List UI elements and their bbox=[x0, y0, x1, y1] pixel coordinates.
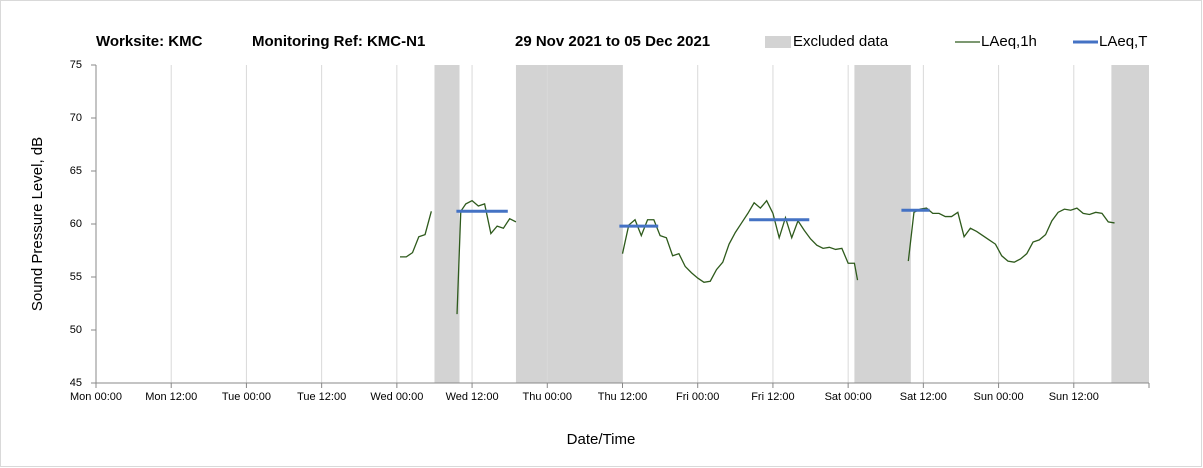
x-tick-label: Fri 12:00 bbox=[751, 391, 794, 403]
y-tick-label: 60 bbox=[70, 218, 82, 230]
legend-label: LAeq,1h bbox=[981, 33, 1037, 50]
y-tick-label: 75 bbox=[70, 59, 82, 71]
legend-swatch bbox=[765, 36, 791, 48]
title-part: Monitoring Ref: KMC-N1 bbox=[252, 33, 425, 50]
y-tick-label: 55 bbox=[70, 271, 82, 283]
legend-label: Excluded data bbox=[793, 33, 889, 50]
x-tick-label: Wed 12:00 bbox=[446, 391, 499, 403]
excluded-band bbox=[515, 65, 623, 383]
x-tick-label: Mon 12:00 bbox=[145, 391, 197, 403]
x-tick-label: Tue 00:00 bbox=[222, 391, 271, 403]
y-axis-label: Sound Pressure Level, dB bbox=[29, 137, 46, 311]
excluded-band bbox=[1111, 65, 1149, 383]
excluded-band bbox=[434, 65, 460, 383]
x-tick-label: Sat 12:00 bbox=[900, 391, 947, 403]
x-tick-label: Sun 00:00 bbox=[973, 391, 1023, 403]
x-axis-label: Date/Time bbox=[567, 431, 636, 448]
x-tick-label: Thu 00:00 bbox=[523, 391, 573, 403]
x-tick-label: Fri 00:00 bbox=[676, 391, 719, 403]
excluded-band bbox=[854, 65, 911, 383]
title-part: 29 Nov 2021 to 05 Dec 2021 bbox=[515, 33, 710, 50]
x-tick-label: Sun 12:00 bbox=[1049, 391, 1099, 403]
data-line bbox=[399, 199, 1115, 315]
y-tick-label: 45 bbox=[70, 377, 82, 389]
x-tick-label: Tue 12:00 bbox=[297, 391, 346, 403]
x-tick-label: Wed 00:00 bbox=[370, 391, 423, 403]
y-tick-label: 65 bbox=[70, 165, 82, 177]
legend-label: LAeq,T bbox=[1099, 33, 1147, 50]
title-part: Worksite: KMC bbox=[96, 33, 203, 50]
y-tick-label: 50 bbox=[70, 324, 82, 336]
y-tick-label: 70 bbox=[70, 112, 82, 124]
x-tick-label: Thu 12:00 bbox=[598, 391, 648, 403]
x-tick-label: Mon 00:00 bbox=[70, 391, 122, 403]
x-tick-label: Sat 00:00 bbox=[825, 391, 872, 403]
